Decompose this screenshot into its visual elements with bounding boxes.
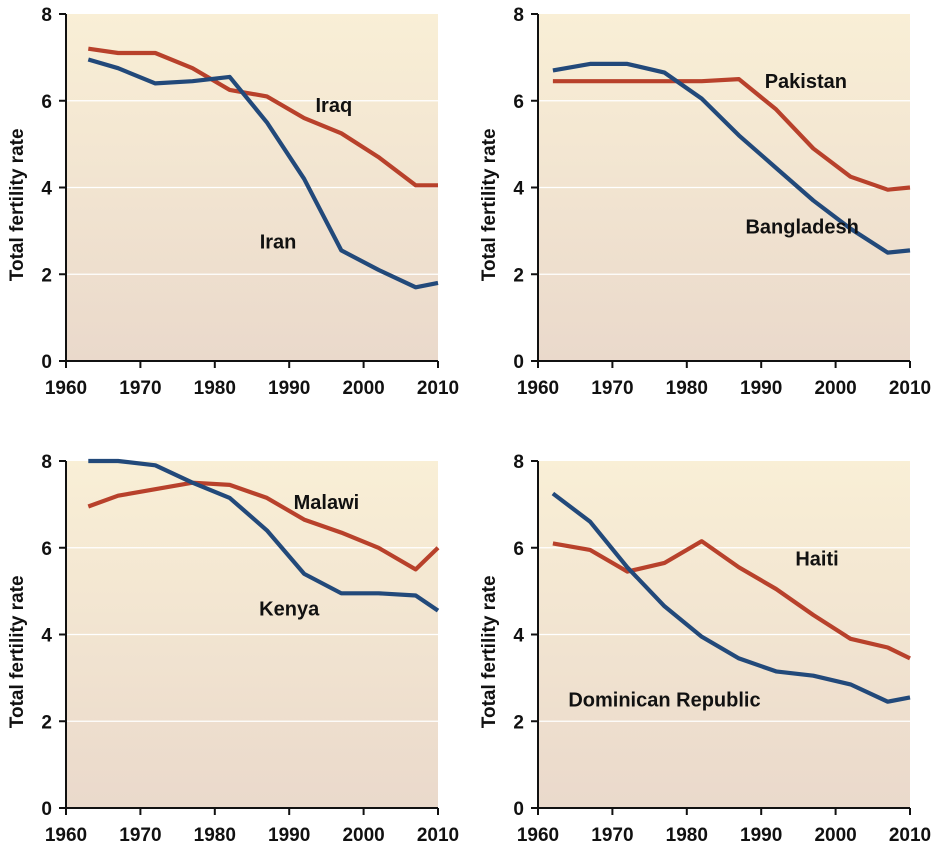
x-tick-label: 1970 xyxy=(119,378,161,399)
y-axis-title: Total fertility rate xyxy=(479,575,500,728)
x-tick-label: 2000 xyxy=(814,378,856,399)
x-tick-label: 2010 xyxy=(417,825,459,846)
x-tick-label: 2000 xyxy=(342,825,384,846)
y-tick-label: 8 xyxy=(41,5,52,26)
y-tick-label: 8 xyxy=(41,452,52,473)
y-tick-label: 4 xyxy=(41,179,52,200)
x-tick-label: 2010 xyxy=(889,825,931,846)
series-label-haiti: Haiti xyxy=(795,549,838,571)
x-tick-label: 1970 xyxy=(591,825,633,846)
x-tick-label: 1960 xyxy=(517,825,559,846)
y-tick-label: 4 xyxy=(41,626,52,647)
x-tick-label: 1990 xyxy=(740,378,782,399)
y-tick-label: 0 xyxy=(41,352,52,373)
x-tick-label: 1980 xyxy=(666,825,708,846)
x-tick-label: 2000 xyxy=(814,825,856,846)
x-tick-label: 1980 xyxy=(194,378,236,399)
chart-panel-1: 0 2 4 6 8 1960 1970 1980 1990 2000 2010 Total ferti… xyxy=(7,5,459,399)
series-label-malawi: Malawi xyxy=(294,492,360,514)
x-tick-label: 1990 xyxy=(268,825,310,846)
chart-panel-3: 0 2 4 6 8 1960 1970 1980 1990 2000 2010 Total ferti… xyxy=(7,452,459,846)
x-tick-label: 1970 xyxy=(119,825,161,846)
x-tick-label: 2010 xyxy=(417,378,459,399)
y-tick-label: 8 xyxy=(513,452,524,473)
x-tick-label: 1970 xyxy=(591,378,633,399)
y-tick-label: 2 xyxy=(41,712,52,733)
y-tick-label: 0 xyxy=(513,352,524,373)
y-tick-label: 6 xyxy=(513,539,524,560)
series-label-kenya: Kenya xyxy=(259,598,320,620)
y-axis-title: Total fertility rate xyxy=(7,128,28,281)
y-tick-label: 6 xyxy=(41,92,52,113)
y-tick-label: 8 xyxy=(513,5,524,26)
series-label-iran: Iran xyxy=(260,232,297,254)
y-tick-label: 6 xyxy=(513,92,524,113)
y-tick-label: 2 xyxy=(41,265,52,286)
chart-panel-2: 0 2 4 6 8 1960 1970 1980 1990 2000 2010 Total ferti… xyxy=(479,5,931,399)
y-tick-label: 0 xyxy=(41,799,52,820)
series-label-dominican-republic: Dominican Republic xyxy=(568,690,760,712)
y-axis-title: Total fertility rate xyxy=(479,128,500,281)
y-axis-title: Total fertility rate xyxy=(7,575,28,728)
series-label-pakistan: Pakistan xyxy=(765,71,847,93)
series-label-iraq: Iraq xyxy=(315,95,352,117)
y-tick-label: 6 xyxy=(41,539,52,560)
x-tick-label: 1960 xyxy=(517,378,559,399)
x-tick-label: 1980 xyxy=(194,825,236,846)
x-tick-label: 1960 xyxy=(45,825,87,846)
y-tick-label: 4 xyxy=(513,179,524,200)
y-tick-label: 4 xyxy=(513,626,524,647)
y-tick-label: 0 xyxy=(513,799,524,820)
x-tick-label: 2000 xyxy=(342,378,384,399)
x-tick-label: 1990 xyxy=(740,825,782,846)
chart-panel-4: 0 2 4 6 8 1960 1970 1980 1990 2000 2010 Total ferti… xyxy=(479,452,931,846)
series-label-bangladesh: Bangladesh xyxy=(745,217,858,239)
x-tick-label: 1990 xyxy=(268,378,310,399)
x-tick-label: 1960 xyxy=(45,378,87,399)
y-tick-label: 2 xyxy=(513,265,524,286)
x-tick-label: 2010 xyxy=(889,378,931,399)
y-tick-label: 2 xyxy=(513,712,524,733)
x-tick-label: 1980 xyxy=(666,378,708,399)
